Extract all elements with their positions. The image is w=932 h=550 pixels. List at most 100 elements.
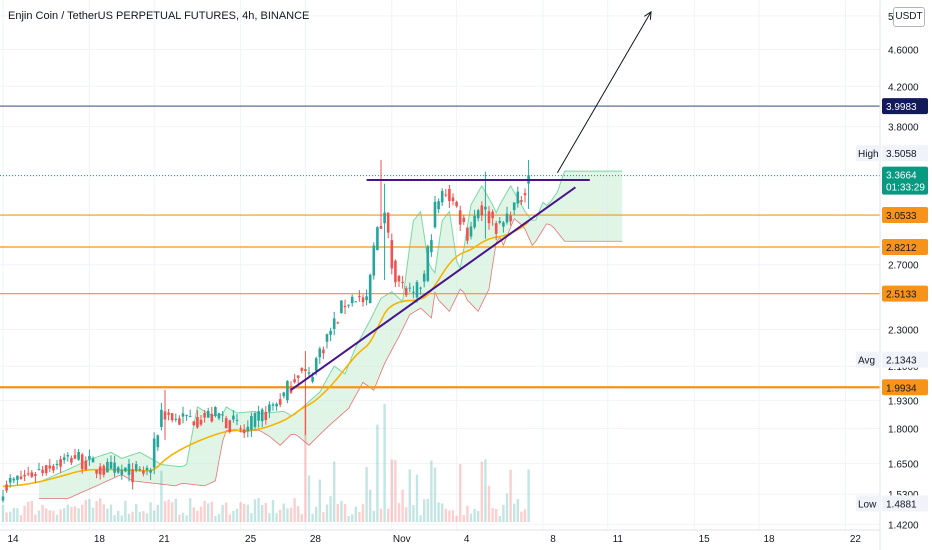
candle-body bbox=[462, 217, 466, 222]
countdown-text: 01:33:29 bbox=[886, 183, 925, 194]
volume-bar bbox=[52, 510, 55, 522]
time-tick-label: 22 bbox=[850, 534, 862, 545]
volume-bar bbox=[289, 507, 293, 522]
volume-bar bbox=[365, 466, 368, 522]
volume-bar bbox=[325, 504, 329, 522]
price-tick-label: 3.8000 bbox=[888, 123, 919, 134]
volume-bar bbox=[239, 502, 242, 522]
candle-body bbox=[120, 470, 124, 475]
volume-bar bbox=[185, 515, 188, 522]
volume-bar bbox=[214, 515, 217, 522]
volume-bar bbox=[426, 498, 429, 522]
volume-bar bbox=[30, 500, 33, 522]
price-tick-label: 2.3000 bbox=[888, 325, 919, 336]
support-tag-text: 1.9934 bbox=[886, 383, 917, 394]
volume-bar bbox=[91, 507, 95, 522]
time-tick-label: 8 bbox=[550, 534, 556, 545]
candle-body bbox=[152, 438, 156, 468]
volume-bar bbox=[437, 502, 440, 522]
volume-bar bbox=[405, 507, 408, 522]
last-price-box bbox=[882, 166, 928, 195]
candle-body bbox=[185, 414, 188, 416]
candle-body bbox=[376, 227, 379, 251]
candle-body bbox=[149, 470, 152, 473]
candle-body bbox=[383, 212, 386, 224]
candle-body bbox=[221, 414, 224, 416]
candle-body bbox=[401, 281, 404, 283]
volume-bar bbox=[113, 515, 116, 522]
candle-body bbox=[347, 304, 350, 306]
time-axis: 14 18 21 25 28 Nov 4 8 11 15 18 22 bbox=[0, 529, 880, 545]
price-tick-label: 2.7000 bbox=[888, 261, 919, 272]
candle-body bbox=[473, 215, 476, 228]
volume-bar bbox=[293, 498, 296, 522]
candle-body bbox=[426, 246, 430, 281]
volume-bar bbox=[397, 503, 401, 522]
candle-body bbox=[523, 193, 527, 196]
volume-bar bbox=[171, 502, 174, 522]
candle-body bbox=[440, 191, 444, 203]
projection-arrow-head bbox=[644, 10, 652, 20]
price-tick-label: 1.6500 bbox=[888, 460, 919, 471]
volume-bar bbox=[196, 511, 199, 522]
time-tick-label: 18 bbox=[763, 534, 775, 545]
volume-bars bbox=[1, 403, 530, 522]
volume-bar bbox=[307, 475, 311, 522]
support-tag-box bbox=[882, 207, 928, 224]
projection-arrow bbox=[556, 11, 652, 174]
support-tag-text: 2.5133 bbox=[886, 290, 917, 301]
volume-bar bbox=[419, 515, 422, 522]
volume-bar bbox=[304, 404, 307, 522]
candle-body bbox=[181, 413, 185, 417]
volume-bar bbox=[174, 498, 177, 522]
candles bbox=[1, 159, 530, 503]
volume-bar bbox=[282, 503, 285, 522]
volume-bar bbox=[329, 496, 332, 522]
candle-body bbox=[210, 413, 214, 422]
candle-body bbox=[264, 411, 268, 421]
price-tick-label: 1.8000 bbox=[888, 424, 919, 435]
candle-body bbox=[415, 282, 419, 298]
candle-body bbox=[419, 287, 422, 289]
candle-body bbox=[163, 411, 167, 420]
volume-bar bbox=[516, 499, 519, 522]
resistance-tag-box bbox=[882, 98, 928, 115]
candle-body bbox=[84, 460, 88, 470]
candle-body bbox=[142, 470, 145, 474]
volume-bar bbox=[361, 504, 365, 522]
candle-body bbox=[113, 462, 116, 473]
candle-body bbox=[282, 392, 286, 397]
candle-body bbox=[505, 213, 509, 223]
candle-body bbox=[48, 465, 52, 469]
candle-body bbox=[160, 409, 163, 427]
volume-bar bbox=[387, 508, 390, 522]
volume-bar bbox=[246, 504, 249, 522]
volume-bar bbox=[286, 508, 289, 522]
candle-body bbox=[300, 368, 304, 371]
cloud-lower-line bbox=[39, 217, 623, 499]
currency-button[interactable]: USDT bbox=[893, 7, 925, 27]
volume-bar bbox=[12, 507, 15, 522]
candle-body bbox=[340, 300, 343, 314]
candle-body bbox=[322, 349, 325, 354]
volume-bar bbox=[243, 503, 246, 522]
candle-body bbox=[52, 466, 55, 471]
candle-body bbox=[278, 399, 282, 405]
volume-bar bbox=[448, 510, 451, 522]
candle-body bbox=[358, 296, 361, 298]
volume-bar bbox=[336, 503, 339, 522]
candle-body bbox=[62, 457, 66, 461]
volume-bar bbox=[106, 508, 109, 522]
triangle-bottom-line bbox=[290, 186, 576, 391]
candle-body bbox=[34, 474, 37, 476]
candle-body bbox=[19, 476, 23, 479]
volume-bar bbox=[261, 504, 264, 522]
volume-bar bbox=[95, 501, 98, 522]
volume-bar bbox=[462, 515, 465, 522]
volume-bar bbox=[347, 515, 350, 522]
volume-bar bbox=[311, 513, 314, 522]
volume-bar bbox=[401, 489, 404, 522]
volume-bar bbox=[120, 515, 123, 522]
